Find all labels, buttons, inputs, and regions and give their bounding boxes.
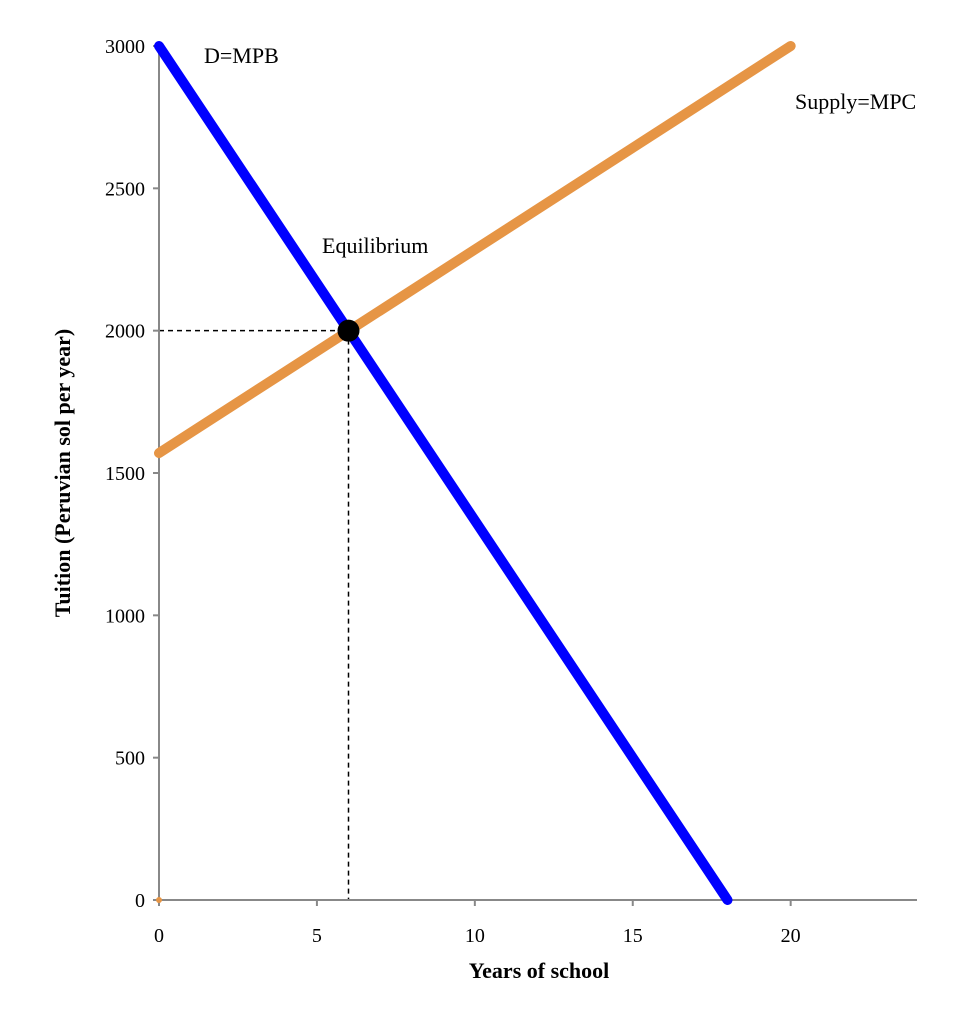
supply-label: Supply=MPC: [795, 89, 916, 114]
y-tick-label: 2500: [105, 178, 145, 200]
x-tick-label: 0: [154, 925, 164, 947]
y-tick-label: 500: [115, 748, 145, 770]
y-tick-label: 2000: [105, 321, 145, 343]
demand-label: D=MPB: [204, 43, 279, 68]
y-axis-title: Tuition (Peruvian sol per year): [50, 329, 75, 617]
equilibrium-group: [337, 319, 360, 342]
demand-line: [154, 41, 733, 905]
x-tick-label: 10: [465, 925, 485, 947]
x-tick-label: 5: [312, 925, 322, 947]
y-tick-label: 1500: [105, 463, 145, 485]
y-tick-label: 1000: [105, 605, 145, 627]
axes: [158, 46, 917, 901]
series-labels: D=MPB Supply=MPC Equilibrium: [204, 43, 916, 258]
y-axis-ticks: 0 500 1000 1500 2000 2500 3000: [105, 36, 159, 912]
origin-marker: [156, 897, 162, 903]
x-tick-label: 20: [781, 925, 801, 947]
equilibrium-guides: [159, 329, 350, 900]
y-tick-label: 0: [135, 890, 145, 912]
equilibrium-label: Equilibrium: [322, 233, 428, 258]
x-tick-label: 15: [623, 925, 643, 947]
y-tick-label: 3000: [105, 36, 145, 58]
supply-line: [154, 41, 796, 459]
equilibrium-point: [337, 319, 360, 342]
series-lines: [154, 41, 796, 905]
x-axis-ticks: 0 5 10 15 20: [154, 900, 801, 947]
x-axis-title: Years of school: [469, 958, 610, 983]
